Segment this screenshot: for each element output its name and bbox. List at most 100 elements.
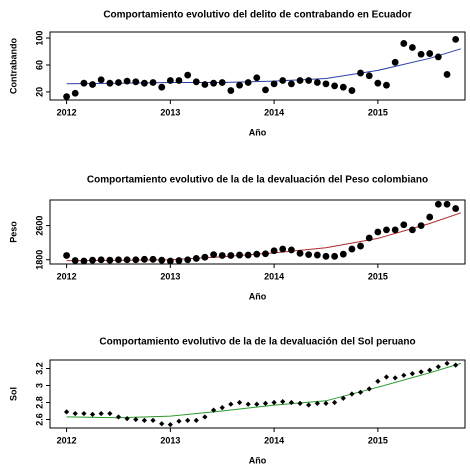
y-tick-label: 2.6 [34, 413, 44, 426]
point [149, 79, 157, 86]
point [357, 242, 364, 250]
point [89, 411, 96, 417]
point [270, 247, 278, 255]
point [176, 418, 182, 424]
y-tick-label: 1800 [34, 250, 44, 270]
point [227, 252, 235, 259]
point [245, 401, 251, 407]
y-tick-label: 20 [34, 87, 44, 97]
y-axis-label: Contrabando [8, 38, 18, 94]
point [185, 417, 191, 423]
point [434, 200, 442, 208]
point [374, 79, 382, 87]
point [132, 256, 140, 264]
x-tick-label: 2012 [57, 435, 77, 445]
y-tick-label: 3 [34, 383, 44, 388]
x-tick-label: 2014 [264, 107, 284, 117]
point [270, 80, 278, 88]
point [123, 256, 131, 264]
point [339, 250, 347, 258]
point [175, 257, 183, 264]
point [408, 226, 416, 234]
point [280, 399, 286, 405]
point [201, 81, 209, 88]
point [400, 221, 408, 229]
point [331, 252, 338, 260]
point [106, 79, 114, 87]
point [426, 213, 434, 221]
point [71, 257, 79, 264]
plot-frame [49, 31, 466, 101]
point [254, 401, 260, 407]
point [297, 400, 303, 406]
point [383, 226, 390, 234]
point [236, 399, 243, 406]
x-tick-label: 2013 [160, 107, 180, 117]
point [365, 234, 373, 242]
point [202, 414, 208, 420]
y-tick-label: 100 [34, 31, 44, 46]
point [236, 251, 243, 259]
chart-title: Comportamiento evolutivo del delito de c… [103, 10, 411, 21]
x-tick-label: 2015 [368, 271, 388, 281]
y-tick-label: 2.8 [34, 396, 44, 409]
point [253, 74, 261, 82]
point [166, 77, 174, 84]
y-tick-label: 2600 [34, 216, 44, 236]
y-axis-label: Peso [8, 221, 18, 243]
point [64, 409, 70, 415]
point [417, 222, 425, 230]
point [288, 80, 295, 88]
point [80, 79, 88, 87]
x-tick-label: 2014 [264, 271, 284, 281]
point [63, 93, 70, 101]
x-tick-label: 2014 [264, 435, 284, 445]
point [193, 417, 199, 423]
point [408, 44, 416, 51]
point [71, 89, 79, 97]
point [417, 50, 425, 58]
chart-title: Comportamiento evolutivo de la de la dev… [87, 175, 428, 186]
point [97, 256, 105, 264]
point [443, 71, 451, 78]
point [219, 405, 225, 411]
point [159, 421, 165, 427]
point [253, 250, 261, 258]
point [218, 79, 226, 86]
point [288, 399, 295, 406]
point [80, 257, 88, 265]
point [279, 77, 287, 84]
point [184, 71, 192, 79]
point [227, 87, 235, 94]
y-tick-label: 60 [34, 60, 44, 70]
point [349, 391, 355, 397]
point [400, 40, 408, 47]
point [89, 81, 96, 88]
point [72, 410, 78, 417]
point [166, 257, 174, 265]
point [427, 367, 433, 373]
point [262, 250, 269, 258]
point [192, 78, 200, 86]
x-tick-label: 2015 [368, 107, 388, 117]
point [452, 205, 460, 212]
point [375, 378, 381, 384]
chart-title: Comportamiento evolutivo de la de la dev… [99, 337, 415, 348]
point [357, 389, 364, 395]
plot-frame [49, 359, 466, 429]
point [339, 83, 347, 91]
point [236, 81, 243, 89]
point [167, 422, 173, 428]
point [357, 69, 364, 77]
point [444, 360, 450, 366]
point [98, 410, 104, 417]
x-axis-label: Año [249, 291, 267, 301]
point [244, 251, 252, 259]
point [296, 77, 304, 84]
point [158, 83, 166, 91]
point [365, 72, 373, 80]
x-axis-label: Año [249, 455, 267, 465]
point [322, 252, 330, 260]
point [115, 414, 122, 420]
point [348, 245, 356, 253]
